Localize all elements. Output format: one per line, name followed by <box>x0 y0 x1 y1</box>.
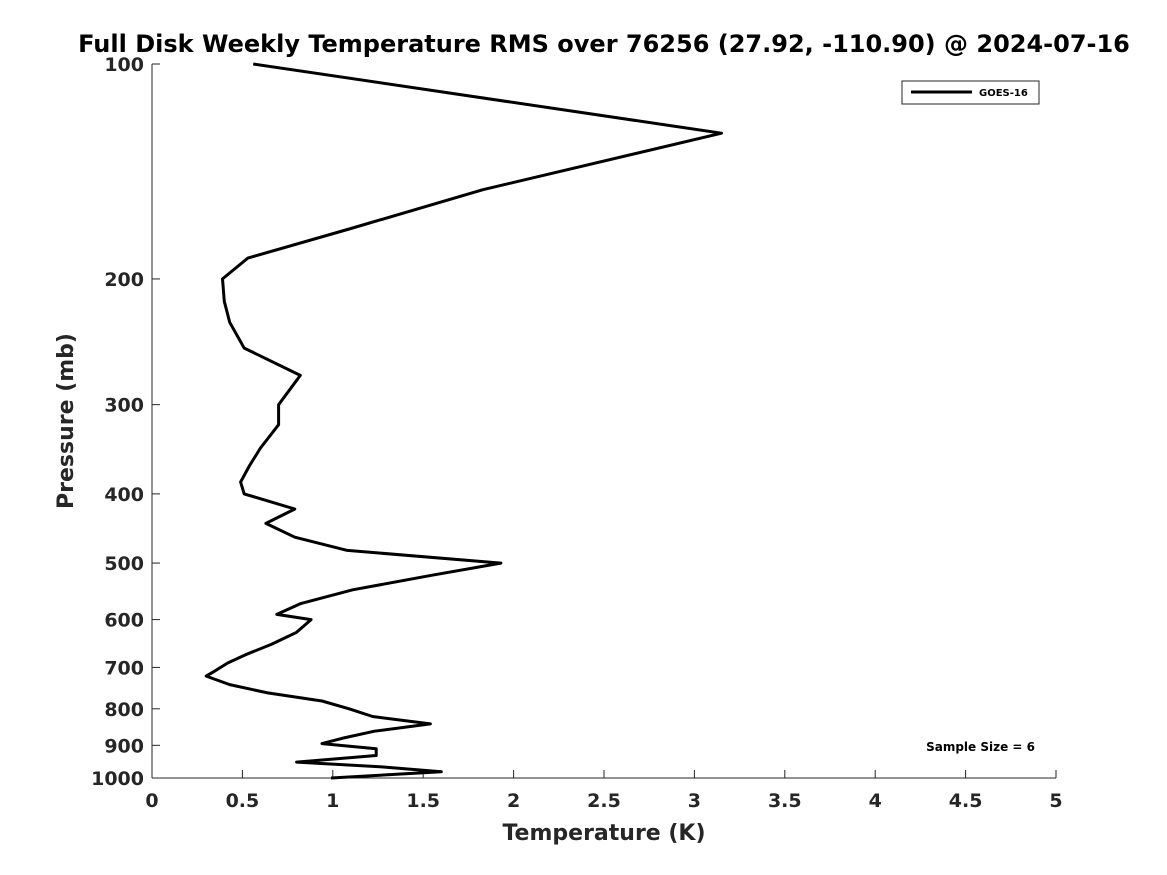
y-tick-label: 1000 <box>91 768 144 790</box>
y-tick-label: 700 <box>104 657 144 679</box>
series-layer <box>204 62 723 780</box>
x-tick-label: 5 <box>1049 790 1062 812</box>
legend[interactable]: GOES-16 <box>901 80 1040 105</box>
x-tick-label: 3 <box>688 790 701 812</box>
sample-size-annotation: Sample Size = 6 <box>926 740 1035 754</box>
x-axis-ticks: 0 0.5 1 1.5 2 2.5 3 3.5 4 4.5 5 <box>145 770 1063 812</box>
x-tick-label: 2 <box>507 790 520 812</box>
y-tick-label: 300 <box>104 395 144 417</box>
x-tick-label: 4 <box>869 790 882 812</box>
y-tick-label: 400 <box>104 484 144 506</box>
x-axis-label: Temperature (K) <box>502 821 705 846</box>
y-axis-ticks: 100 200 300 400 500 600 700 800 900 1000 <box>91 54 160 790</box>
y-tick-label: 100 <box>104 54 144 76</box>
x-tick-label: 0 <box>145 790 158 812</box>
y-tick-label: 900 <box>104 735 144 757</box>
legend-label-goes-16: GOES-16 <box>979 88 1028 99</box>
y-tick-label: 200 <box>104 269 144 291</box>
chart-title: Full Disk Weekly Temperature RMS over 76… <box>78 30 1130 58</box>
y-tick-label: 800 <box>104 699 144 721</box>
x-tick-label: 0.5 <box>226 790 260 812</box>
y-tick-label: 600 <box>104 610 144 632</box>
x-tick-label: 4.5 <box>949 790 983 812</box>
y-axis-label: Pressure (mb) <box>54 333 79 509</box>
series-line-goes-16 <box>204 62 723 780</box>
x-tick-label: 2.5 <box>587 790 621 812</box>
x-tick-label: 3.5 <box>768 790 802 812</box>
y-tick-label: 500 <box>104 553 144 575</box>
x-tick-label: 1.5 <box>406 790 440 812</box>
x-tick-label: 1 <box>326 790 339 812</box>
